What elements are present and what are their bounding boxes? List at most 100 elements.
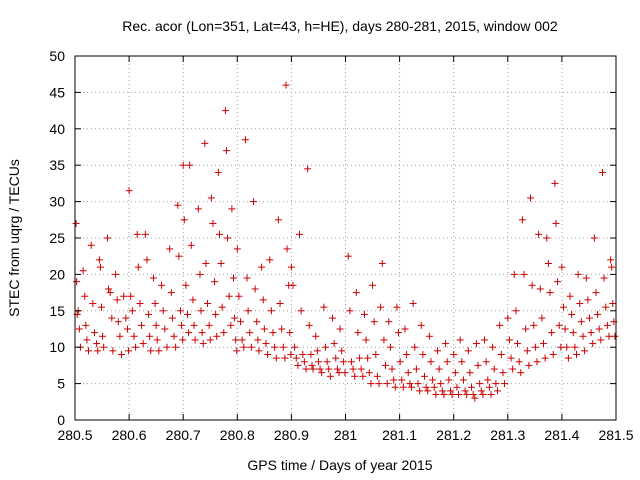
data-point [380,336,388,344]
data-point [557,343,565,351]
data-point [73,278,81,286]
data-point [191,336,199,344]
data-point [281,354,289,362]
data-point [485,383,493,391]
data-point [176,307,184,315]
data-point [127,292,135,300]
data-point [569,329,577,337]
y-tick-label: 30 [49,194,65,210]
x-tick-label: 281.2 [436,427,471,443]
data-point [393,303,401,311]
data-point [220,329,228,337]
data-point [390,376,398,384]
data-point [309,365,317,373]
data-point [585,314,593,322]
data-point [375,380,383,388]
data-point [274,216,282,224]
data-point [139,340,147,348]
data-point [254,336,262,344]
data-point [201,139,209,147]
data-point [597,336,605,344]
data-point [611,332,619,340]
data-point [133,230,141,238]
data-point [158,281,166,289]
data-point [166,245,174,253]
data-point [541,354,549,362]
axis-ticks [74,55,617,421]
data-point [369,281,377,289]
data-point [468,383,476,391]
data-point [233,245,241,253]
data-point [469,391,477,399]
data-point [335,369,343,377]
y-tick-label: 35 [49,157,65,173]
data-point [316,365,324,373]
data-point [406,380,414,388]
data-point [143,256,151,264]
data-point [482,358,490,366]
data-point [592,289,600,297]
data-point [243,274,251,282]
data-point [499,369,507,377]
x-tick-label: 280.8 [220,427,255,443]
data-point [448,391,456,399]
data-point [161,325,169,333]
data-point [515,358,523,366]
data-point [302,365,310,373]
data-point [205,321,213,329]
data-point [197,307,205,315]
data-point [530,321,538,329]
data-point [141,230,149,238]
data-point [437,380,445,388]
data-point [87,241,95,249]
data-point [286,329,294,337]
data-point [403,350,411,358]
data-point [351,372,359,380]
data-point [579,332,587,340]
data-point [318,369,326,377]
x-tick-label: 280.6 [112,427,147,443]
data-point [233,347,241,355]
data-point [507,354,515,362]
data-point [472,340,480,348]
data-point [341,369,349,377]
data-point [396,358,404,366]
data-point [476,380,484,388]
data-point [296,230,304,238]
data-point [170,332,178,340]
data-point [304,165,312,173]
data-point [235,292,243,300]
data-point [487,391,495,399]
data-point [481,336,489,344]
data-point [339,358,347,366]
data-point [89,300,97,308]
data-point [247,343,255,351]
data-point [504,314,512,322]
data-point [152,321,160,329]
data-point [228,205,236,213]
data-point [212,310,220,318]
data-point [412,365,420,373]
data-point [411,343,419,351]
data-point [330,340,338,348]
data-point [430,383,438,391]
data-point [466,369,474,377]
data-point [182,281,190,289]
data-point [356,354,364,362]
data-point [429,376,437,384]
data-point [128,307,136,315]
data-point [489,343,497,351]
data-point [151,300,159,308]
data-point [260,325,268,333]
data-point [362,336,370,344]
data-point [230,274,238,282]
data-point [549,350,557,358]
data-point [573,350,581,358]
data-point [145,310,153,318]
data-point [333,365,341,373]
data-point [287,263,295,271]
data-point [455,391,463,399]
data-point [501,380,509,388]
data-point [560,303,568,311]
data-point [528,281,536,289]
